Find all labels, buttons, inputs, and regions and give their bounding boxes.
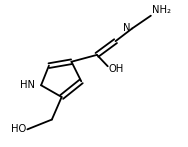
Text: HO: HO	[11, 124, 26, 134]
Text: N: N	[123, 23, 130, 33]
Text: OH: OH	[109, 64, 124, 74]
Text: NH₂: NH₂	[152, 5, 171, 15]
Text: HN: HN	[20, 80, 35, 90]
